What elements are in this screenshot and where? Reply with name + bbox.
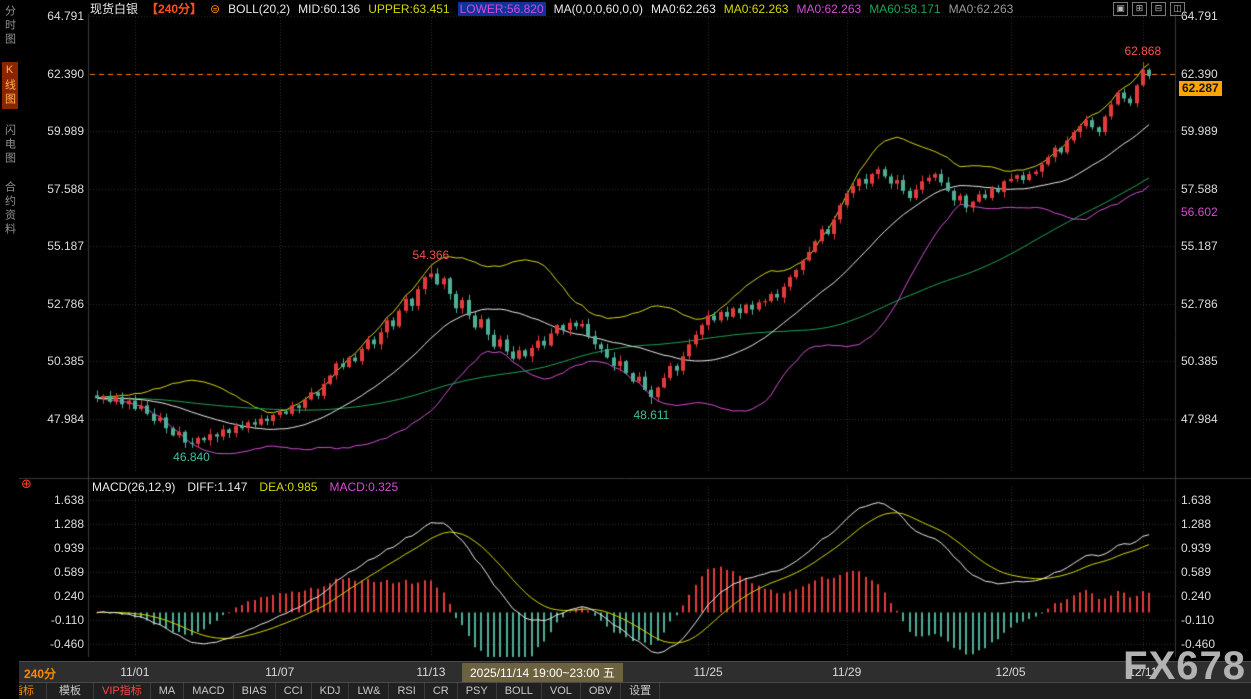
toolbar-button-8[interactable]: CR xyxy=(425,683,458,699)
toolbar-button-12[interactable]: OBV xyxy=(581,683,621,699)
sidebar-item-2[interactable]: 闪电图 xyxy=(2,124,18,166)
toolbar-button-5[interactable]: KDJ xyxy=(312,683,350,699)
macd-macd-value: MACD:0.325 xyxy=(329,480,398,494)
ma-value: MA0:62.263 xyxy=(724,2,789,16)
boll-label: BOLL(20,2) xyxy=(228,2,290,16)
ma-values: MA0:62.263 MA0:62.263 MA0:62.263 MA60:58.17… xyxy=(651,2,1013,16)
toolbar-button-0[interactable]: VIP指标 xyxy=(94,683,151,699)
layout-grid-icon[interactable]: ⊞ xyxy=(1132,2,1147,16)
brand-watermark: FX678 xyxy=(1123,644,1246,688)
add-indicator-icon[interactable]: ⊕ xyxy=(21,476,32,492)
date-label: 11/13 xyxy=(416,665,445,679)
toolbar-button-4[interactable]: CCI xyxy=(276,683,312,699)
toolbar-button-9[interactable]: PSY xyxy=(458,683,497,699)
macd-dea-value: DEA:0.985 xyxy=(259,480,317,494)
trading-app-window: 分时图 K线图闪电图合约资料 现货白银 【240分】 ⊜ BOLL(20,2) M… xyxy=(0,0,1251,699)
symbol-title: 现货白银 xyxy=(90,0,138,17)
date-label: 11/29 xyxy=(832,665,861,679)
date-label: 11/25 xyxy=(694,665,723,679)
toolbar-button-6[interactable]: LW& xyxy=(349,683,389,699)
toolbar-button-2[interactable]: MACD xyxy=(184,683,233,699)
boll-upper-value: UPPER:63.451 xyxy=(368,2,449,16)
boll-lower-value: LOWER:56.820 xyxy=(458,2,546,16)
date-label: 11/07 xyxy=(265,665,294,679)
toolbar-buttons: VIP指标MAMACDBIASCCIKDJLW&RSICRPSYBOLLVOLO… xyxy=(94,683,660,699)
layout-cols-icon[interactable]: ◫ xyxy=(1170,2,1185,16)
toolbar-button-1[interactable]: MA xyxy=(151,683,185,699)
toolbar-button-13[interactable]: 设置 xyxy=(621,683,660,699)
chart-header-legend: 现货白银 【240分】 ⊜ BOLL(20,2) MID:60.136 UPPE… xyxy=(90,1,1013,16)
sidebar-item-1[interactable]: K线图 xyxy=(2,62,18,109)
layout-icons-group: ▣ ⊞ ⊟ ◫ xyxy=(1113,2,1185,16)
chart-canvas[interactable] xyxy=(0,0,1251,699)
crosshair-date-box: 2025/11/14 19:00~23:00 五 xyxy=(462,663,623,682)
period-label: 【240分】 xyxy=(146,0,202,17)
macd-legend: MACD(26,12,9) DIFF:1.147 DEA:0.985 MACD:… xyxy=(92,480,398,494)
macd-label: MACD(26,12,9) xyxy=(92,480,175,494)
left-sidebar: 分时图 K线图闪电图合约资料 xyxy=(0,0,19,699)
toolbar-button-11[interactable]: VOL xyxy=(542,683,581,699)
toolbar-button-7[interactable]: RSI xyxy=(389,683,424,699)
ma-value: MA0:62.263 xyxy=(796,2,861,16)
toolbar-button-10[interactable]: BOLL xyxy=(497,683,542,699)
ma-value: MA60:58.171 xyxy=(869,2,940,16)
ma-config-label: MA(0,0,0,60,0,0) xyxy=(554,2,643,16)
toolbar-button-3[interactable]: BIAS xyxy=(234,683,276,699)
date-label: 12/05 xyxy=(995,665,1025,679)
toolbar-tab-1[interactable]: 模板 xyxy=(47,683,94,699)
indicator-toolbar: 指标模板 VIP指标MAMACDBIASCCIKDJLW&RSICRPSYBOL… xyxy=(0,682,1251,699)
layout-rows-icon[interactable]: ⊟ xyxy=(1151,2,1166,16)
macd-diff-value: DIFF:1.147 xyxy=(187,480,247,494)
sidebar-item-0[interactable]: 分时图 xyxy=(2,5,18,47)
boll-mid-value: MID:60.136 xyxy=(298,2,360,16)
menu-icon[interactable]: ⊜ xyxy=(210,2,220,16)
date-label: 11/01 xyxy=(120,665,149,679)
time-axis-bar: 240分 11/0111/0711/1311/2511/2912/0512/11… xyxy=(0,661,1251,683)
ma-value: MA0:62.263 xyxy=(651,2,716,16)
layout-single-icon[interactable]: ▣ xyxy=(1113,2,1128,16)
timeframe-label[interactable]: 240分 xyxy=(24,665,56,682)
ma-value: MA0:62.263 xyxy=(949,2,1014,16)
sidebar-item-3[interactable]: 合约资料 xyxy=(2,181,18,237)
